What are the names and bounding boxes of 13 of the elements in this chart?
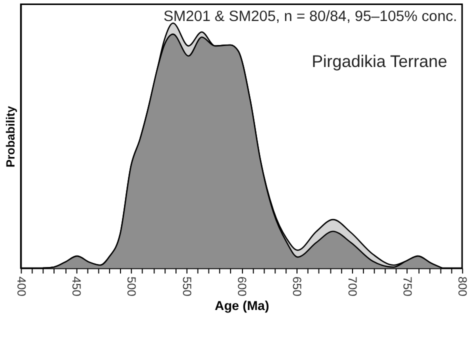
x-tick-label: 750 bbox=[400, 276, 414, 297]
x-tick-label: 800 bbox=[456, 276, 470, 297]
x-tick-label: 700 bbox=[345, 276, 360, 297]
x-tick-label: 650 bbox=[290, 276, 304, 297]
x-tick-label: 550 bbox=[180, 276, 194, 297]
x-tick-label: 450 bbox=[70, 276, 84, 297]
x-tick-label: 600 bbox=[234, 276, 249, 297]
x-axis-title: Age (Ma) bbox=[214, 298, 270, 314]
annotation: SM201 & SM205, n = 80/84, 95–105% conc. bbox=[163, 9, 458, 26]
annotation: Pirgadikia Terrane bbox=[312, 52, 448, 71]
x-tick-label: 400 bbox=[14, 276, 28, 297]
y-axis-title: Probability bbox=[3, 106, 18, 168]
x-tick-label: 500 bbox=[124, 276, 139, 297]
